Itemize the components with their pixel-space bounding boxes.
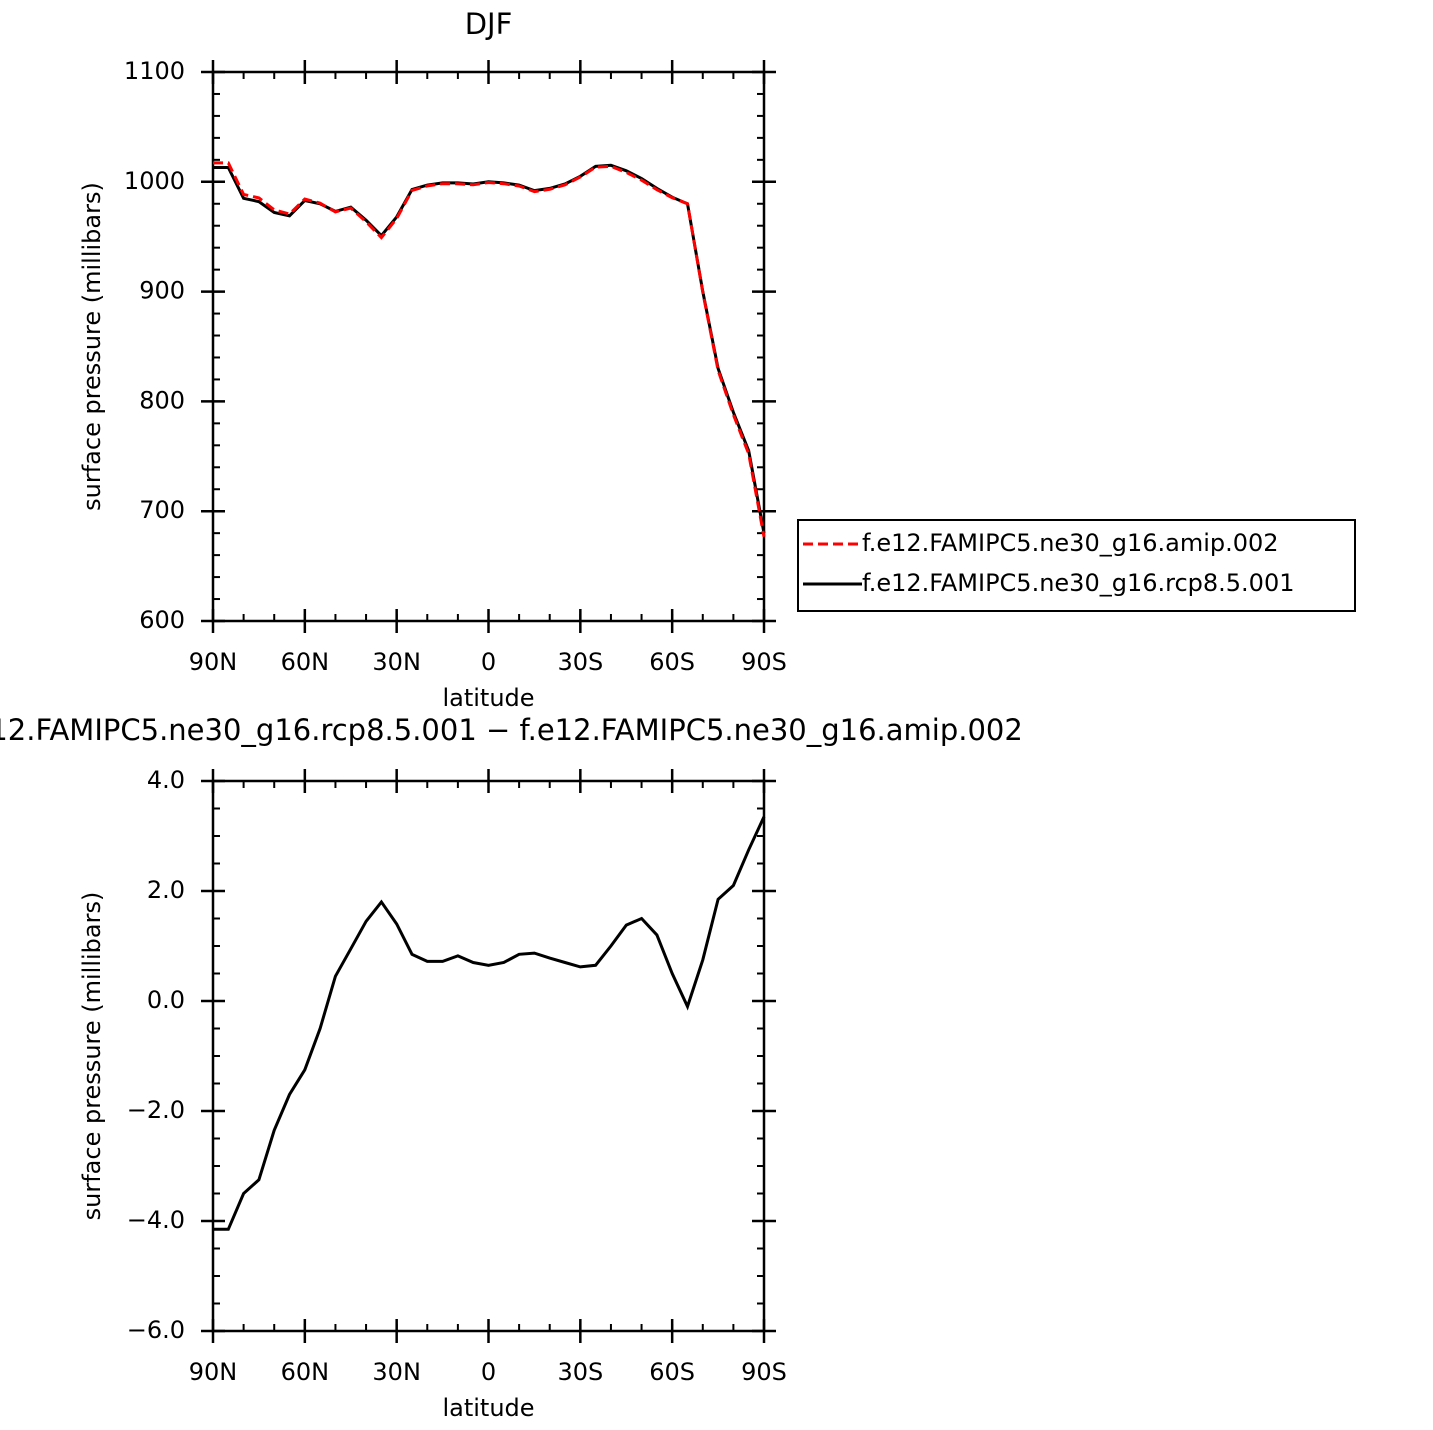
data-line xyxy=(213,816,766,1231)
y-tick-label: −6.0 xyxy=(127,1316,185,1344)
y-tick-label: 900 xyxy=(139,277,185,305)
x-tick-label: 90S xyxy=(741,1358,787,1386)
y-tick-label: 1100 xyxy=(124,57,185,85)
chart-title: f.e12.FAMIPC5.ne30_g16.rcp8.5.001 − f.e1… xyxy=(0,713,1023,747)
legend-label: f.e12.FAMIPC5.ne30_g16.amip.002 xyxy=(862,529,1279,557)
x-axis-label: latitude xyxy=(442,684,534,712)
x-tick-label: 90S xyxy=(741,648,787,676)
x-tick-label: 30N xyxy=(372,648,421,676)
y-tick-label: −2.0 xyxy=(127,1096,185,1124)
y-axis-label: surface pressure (millibars) xyxy=(78,892,106,1221)
x-tick-label: 60S xyxy=(649,648,695,676)
x-axis-label: latitude xyxy=(442,1394,534,1422)
plot-frame xyxy=(211,70,766,623)
x-tick-label: 30S xyxy=(557,1358,603,1386)
x-tick-label: 30S xyxy=(557,648,603,676)
y-tick-label: −4.0 xyxy=(127,1206,185,1234)
chart-title: DJF xyxy=(465,7,513,41)
plot-frame xyxy=(211,779,766,1333)
data-line xyxy=(213,163,766,534)
legend-box xyxy=(797,519,1356,612)
x-tick-label: 60N xyxy=(281,648,330,676)
y-tick-label: 800 xyxy=(139,386,185,414)
y-tick-label: 4.0 xyxy=(147,766,185,794)
y-tick-label: 0.0 xyxy=(147,986,185,1014)
y-tick-label: 2.0 xyxy=(147,876,185,904)
x-tick-label: 90N xyxy=(189,1358,238,1386)
y-axis-label: surface pressure (millibars) xyxy=(78,182,106,511)
y-tick-label: 600 xyxy=(139,606,185,634)
y-tick-label: 700 xyxy=(139,496,185,524)
x-tick-label: 30N xyxy=(372,1358,421,1386)
x-tick-label: 90N xyxy=(189,648,238,676)
x-tick-label: 60S xyxy=(649,1358,695,1386)
x-tick-label: 0 xyxy=(481,648,496,676)
x-tick-label: 0 xyxy=(481,1358,496,1386)
legend-label: f.e12.FAMIPC5.ne30_g16.rcp8.5.001 xyxy=(862,569,1295,597)
x-tick-label: 60N xyxy=(281,1358,330,1386)
y-tick-label: 1000 xyxy=(124,167,185,195)
data-line xyxy=(213,161,766,538)
